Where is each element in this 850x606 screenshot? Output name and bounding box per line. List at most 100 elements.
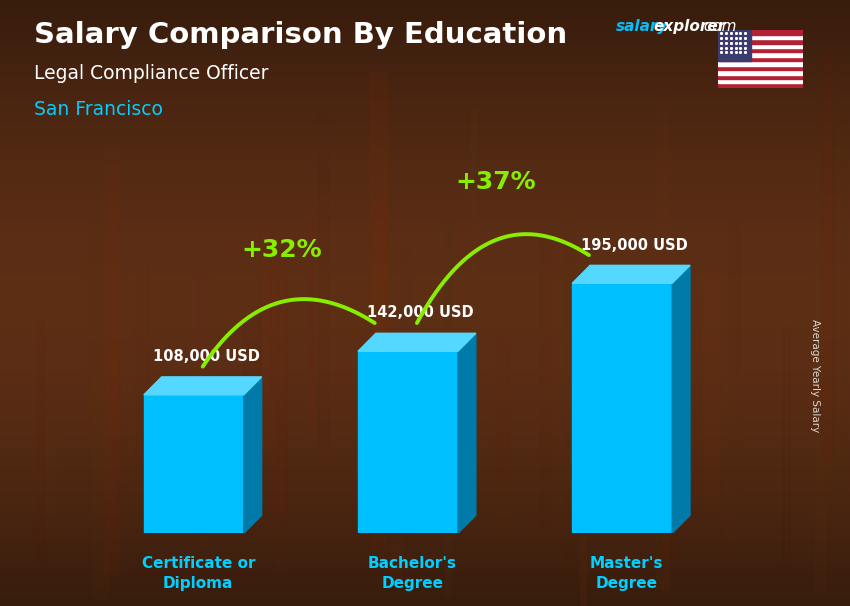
- Bar: [0, 42, 850, 48]
- Bar: [0, 109, 850, 115]
- Bar: [0, 133, 850, 139]
- Bar: [0, 485, 850, 491]
- Bar: [564, 196, 574, 576]
- Bar: [0, 418, 850, 424]
- Bar: [656, 316, 669, 589]
- Bar: [0, 570, 850, 576]
- Polygon shape: [572, 265, 690, 283]
- Bar: [496, 328, 509, 530]
- Bar: [0, 454, 850, 461]
- Bar: [0, 194, 850, 200]
- Bar: [0, 224, 850, 230]
- Bar: [0, 315, 850, 321]
- Bar: [0, 545, 850, 551]
- Bar: [0, 576, 850, 582]
- Bar: [88, 215, 99, 438]
- Bar: [0, 370, 850, 376]
- Bar: [0, 200, 850, 206]
- Bar: [0, 79, 850, 85]
- Text: explorer: explorer: [654, 19, 726, 35]
- Bar: [0, 170, 850, 176]
- Bar: [472, 108, 477, 491]
- Bar: [718, 75, 803, 79]
- Polygon shape: [144, 395, 244, 533]
- Bar: [105, 355, 119, 573]
- Bar: [111, 127, 117, 534]
- Bar: [0, 158, 850, 164]
- Bar: [0, 212, 850, 218]
- Bar: [660, 277, 677, 580]
- Bar: [390, 370, 401, 585]
- Bar: [269, 260, 286, 512]
- Bar: [0, 152, 850, 158]
- Bar: [718, 70, 803, 75]
- Bar: [718, 39, 803, 44]
- Bar: [0, 24, 850, 30]
- Bar: [0, 176, 850, 182]
- Bar: [661, 303, 668, 598]
- Bar: [137, 261, 148, 479]
- Bar: [0, 382, 850, 388]
- Bar: [0, 479, 850, 485]
- Bar: [0, 582, 850, 588]
- Bar: [0, 255, 850, 261]
- Text: 108,000 USD: 108,000 USD: [153, 349, 260, 364]
- Bar: [109, 166, 119, 438]
- Bar: [119, 276, 131, 484]
- Bar: [718, 57, 803, 61]
- Bar: [0, 6, 850, 12]
- Text: Certificate or
Diploma: Certificate or Diploma: [141, 556, 255, 591]
- Bar: [718, 61, 803, 65]
- Bar: [0, 515, 850, 521]
- Text: +32%: +32%: [241, 238, 322, 262]
- Bar: [0, 461, 850, 467]
- Bar: [0, 30, 850, 36]
- Bar: [0, 127, 850, 133]
- Bar: [718, 30, 751, 61]
- Bar: [0, 503, 850, 509]
- Bar: [402, 249, 410, 511]
- Bar: [0, 242, 850, 248]
- Bar: [725, 359, 733, 555]
- Bar: [694, 300, 700, 498]
- Bar: [0, 61, 850, 67]
- Bar: [0, 261, 850, 267]
- Bar: [0, 18, 850, 24]
- Bar: [783, 327, 789, 578]
- Bar: [0, 527, 850, 533]
- Bar: [0, 97, 850, 103]
- Bar: [0, 206, 850, 212]
- Bar: [0, 36, 850, 42]
- Bar: [0, 448, 850, 454]
- Text: +37%: +37%: [456, 170, 536, 194]
- Bar: [371, 198, 387, 549]
- Bar: [260, 225, 272, 450]
- Bar: [0, 497, 850, 503]
- Bar: [718, 30, 803, 35]
- Bar: [445, 213, 451, 596]
- Bar: [662, 266, 676, 556]
- Bar: [0, 218, 850, 224]
- Bar: [658, 89, 668, 479]
- Bar: [0, 521, 850, 527]
- Bar: [0, 48, 850, 55]
- Bar: [0, 388, 850, 394]
- Bar: [0, 303, 850, 309]
- Bar: [0, 339, 850, 345]
- Bar: [0, 145, 850, 152]
- Bar: [0, 406, 850, 412]
- Bar: [0, 273, 850, 279]
- Bar: [0, 327, 850, 333]
- Bar: [0, 594, 850, 600]
- Bar: [45, 188, 57, 534]
- Bar: [0, 139, 850, 145]
- Bar: [277, 276, 286, 571]
- Bar: [718, 44, 803, 48]
- Bar: [0, 430, 850, 436]
- Bar: [0, 351, 850, 358]
- Bar: [729, 215, 740, 490]
- Bar: [0, 73, 850, 79]
- Bar: [0, 236, 850, 242]
- Bar: [0, 345, 850, 351]
- Bar: [0, 309, 850, 315]
